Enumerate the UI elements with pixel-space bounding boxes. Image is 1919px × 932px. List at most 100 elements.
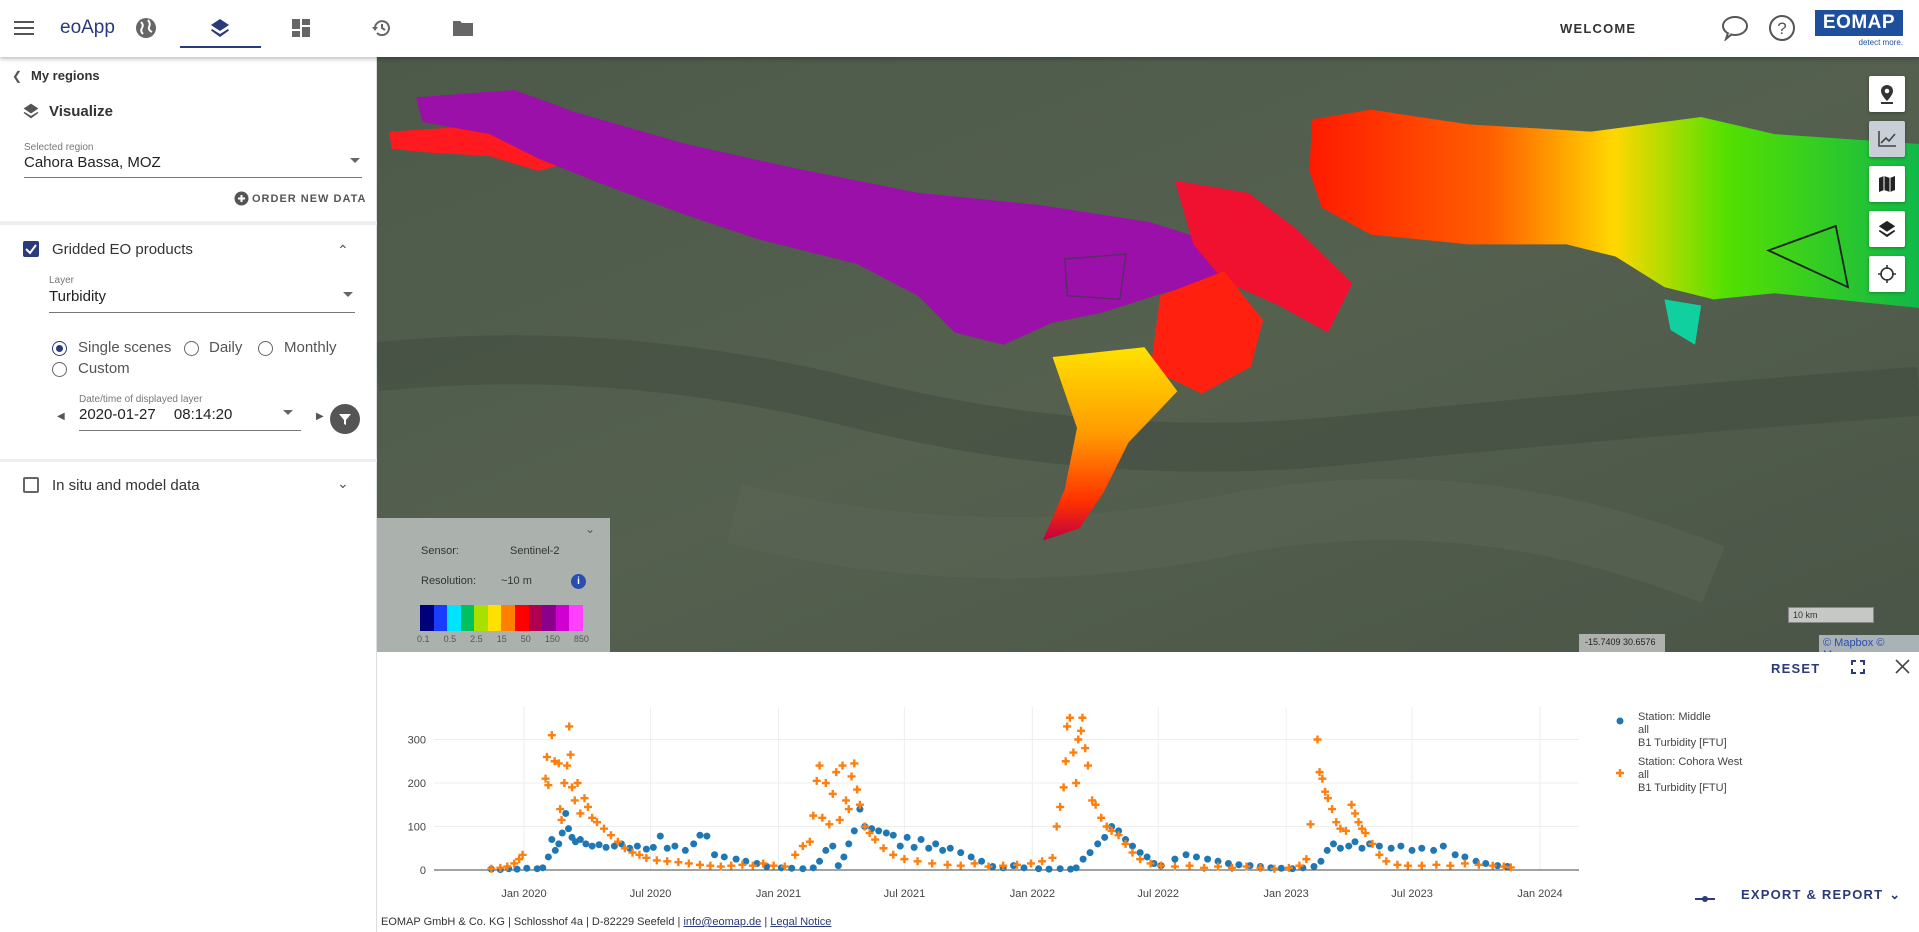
color-scale-bar [420, 605, 583, 631]
region-value: Cahora Bassa, MOZ [24, 154, 161, 171]
data-point-middle [696, 831, 704, 839]
chart-icon [1878, 131, 1896, 147]
chart-button[interactable] [1869, 121, 1905, 157]
locate-button[interactable] [1869, 256, 1905, 292]
back-to-regions-link[interactable]: My regions [31, 68, 100, 83]
map-attribution[interactable]: © Mapbox © Maxar [1819, 635, 1919, 652]
divider [0, 221, 377, 225]
data-point-cohora-west [606, 831, 615, 840]
app-title[interactable]: eoApp [60, 17, 115, 38]
layers-button[interactable] [1869, 211, 1905, 247]
email-link[interactable]: info@eomap.de [683, 916, 762, 928]
fullscreen-icon[interactable] [1851, 660, 1865, 679]
data-point-cohora-west [1128, 848, 1137, 857]
close-icon[interactable] [1895, 659, 1910, 679]
folder-icon[interactable] [449, 14, 477, 42]
data-point-cohora-west [1156, 861, 1165, 870]
reset-button[interactable]: RESET [1771, 661, 1821, 676]
eomap-logo[interactable]: EOMAP detect more. [1815, 10, 1903, 48]
welcome-link[interactable]: WELCOME [1560, 21, 1637, 36]
data-point-middle [1122, 836, 1130, 844]
data-point-cohora-west [550, 757, 559, 766]
insitu-checkbox[interactable] [23, 477, 39, 493]
line-marker-icon[interactable] [1695, 890, 1715, 908]
data-point-cohora-west [1091, 800, 1100, 809]
radio-monthly[interactable] [258, 341, 273, 356]
data-point-middle [1072, 864, 1080, 872]
filter-button[interactable] [330, 404, 360, 434]
data-point-middle [932, 840, 940, 848]
info-icon[interactable]: i [571, 574, 586, 589]
data-point-middle [1204, 855, 1212, 863]
data-point-middle [562, 809, 570, 817]
dashboard-icon[interactable] [287, 14, 315, 42]
radio-custom[interactable] [52, 362, 67, 377]
globe-icon[interactable] [132, 14, 160, 42]
data-point-cohora-west [1506, 863, 1515, 872]
dropdown-caret-icon [343, 292, 353, 297]
data-point-middle [1345, 842, 1353, 850]
data-point-middle [633, 842, 641, 850]
order-new-data-button[interactable]: ORDER NEW DATA [234, 191, 366, 206]
color-scale-tick: 2.5 [470, 634, 483, 644]
map-pin-button[interactable] [1869, 76, 1905, 112]
turbidity-chart[interactable]: 0 100 200 300 Jan 2020 Jul 2020 Jan 2021 Jul 20… [377, 652, 1607, 910]
chevron-down-icon[interactable]: ⌄ [337, 475, 349, 491]
chevron-up-icon[interactable]: ⌃ [337, 242, 349, 258]
map-view[interactable]: ⌄ Sensor: Sentinel-2 Resolution: ~10 m i… [377, 57, 1919, 652]
data-point-middle [544, 853, 552, 861]
color-swatch [433, 605, 448, 631]
date-select[interactable]: 2020-01-27 08:14:20 [79, 406, 301, 431]
chat-icon[interactable] [1721, 14, 1749, 42]
data-point-cohora-west [812, 776, 821, 785]
data-point-cohora-west [913, 857, 922, 866]
gridded-checkbox[interactable] [23, 241, 39, 257]
legend-item-cohora-west[interactable]: Station: Cohora West all B1 Turbidity [F… [1638, 756, 1742, 795]
data-point-cohora-west [825, 820, 834, 829]
radio-single-scenes[interactable] [52, 341, 67, 356]
data-point-middle [711, 851, 719, 859]
help-icon[interactable]: ? [1768, 14, 1796, 42]
legend-item-middle[interactable]: Station: Middle all B1 Turbidity [FTU] [1638, 711, 1727, 750]
radio-daily[interactable] [184, 341, 199, 356]
layers-icon [22, 102, 40, 125]
legend-marker-cohora-west [1615, 765, 1625, 783]
history-icon[interactable] [368, 14, 396, 42]
layer-select[interactable]: Turbidity [49, 288, 355, 313]
sidebar: ❮ My regions Visualize Selected region C… [0, 57, 377, 932]
legend-line: all [1638, 724, 1650, 736]
data-point-middle [1461, 853, 1469, 861]
previous-date-icon[interactable]: ◀ [57, 411, 65, 422]
export-report-button[interactable]: EXPORT & REPORT ⌄ [1741, 887, 1901, 903]
y-tick-label: 100 [408, 822, 426, 834]
data-point-middle [840, 853, 848, 861]
chevron-left-icon[interactable]: ❮ [12, 69, 23, 83]
data-point-cohora-west [1474, 860, 1483, 869]
y-tick-label: 300 [408, 735, 426, 747]
data-point-cohora-west [791, 850, 800, 859]
next-date-icon[interactable]: ▶ [316, 411, 324, 422]
data-point-cohora-west [943, 860, 952, 869]
divider [0, 459, 377, 462]
data-point-cohora-west [1214, 862, 1223, 871]
data-point-cohora-west [1136, 855, 1145, 864]
data-point-cohora-west [1357, 824, 1366, 833]
data-point-cohora-west [1499, 862, 1508, 871]
data-point-middle [1351, 838, 1359, 846]
data-point-cohora-west [544, 781, 553, 790]
data-point-middle [656, 832, 664, 840]
data-point-cohora-west [1256, 863, 1265, 872]
data-point-cohora-west [588, 813, 597, 822]
legal-notice-link[interactable]: Legal Notice [770, 916, 832, 928]
layers-icon[interactable] [206, 14, 234, 42]
collapse-legend-icon[interactable]: ⌄ [585, 522, 596, 536]
data-point-middle [1430, 846, 1438, 854]
data-point-middle [896, 842, 904, 850]
data-point-middle [742, 857, 750, 865]
region-select[interactable]: Cahora Bassa, MOZ [24, 154, 362, 178]
data-point-cohora-west [853, 785, 862, 794]
data-point-cohora-west [809, 811, 818, 820]
menu-icon[interactable] [10, 14, 38, 42]
map-button[interactable] [1869, 166, 1905, 202]
data-point-cohora-west [1323, 794, 1332, 803]
